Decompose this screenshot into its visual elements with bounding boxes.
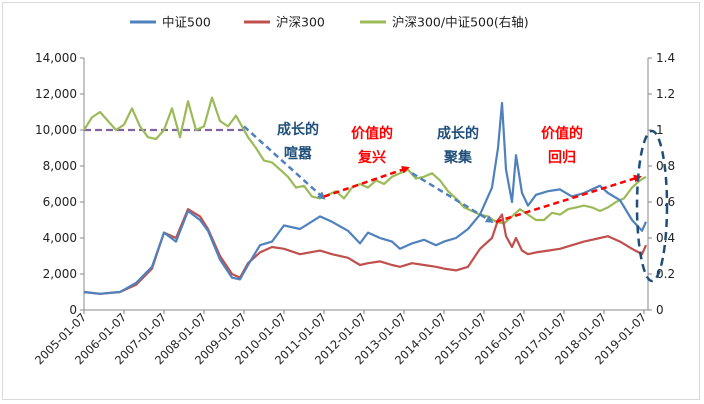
annotation-label-2-line2: 聚集 <box>443 149 473 166</box>
legend-label-1: 沪深300 <box>276 15 325 30</box>
annotation-label-1-line1: 价值的 <box>351 125 393 142</box>
series-line-2 <box>83 96 647 225</box>
series-layer <box>83 96 648 295</box>
y-tick-label-left: 8,000 <box>43 159 77 173</box>
y-tick-label-left: 4,000 <box>43 231 77 245</box>
trend-arrow-3 <box>495 174 642 223</box>
y-tick-label-left: 0 <box>69 303 77 317</box>
y-tick-label-right: 0 <box>656 303 664 317</box>
legend-label-2: 沪深300/中证500(右轴) <box>392 15 529 30</box>
axes: 0 2,000 4,000 6,000 8,000 10,000 12,000 14,000 0… <box>32 51 675 367</box>
y-tick-label-left: 2,000 <box>43 267 77 281</box>
trend-arrow-1 <box>323 165 410 198</box>
y-tick-label-left: 12,000 <box>35 87 77 101</box>
trend-arrow-0 <box>243 125 326 200</box>
annotation-label-0-line2: 喧嚣 <box>284 145 312 162</box>
legend-label-0: 中证500 <box>162 15 211 30</box>
annotation-label-3-line2: 回归 <box>548 149 576 166</box>
chart-frame <box>2 2 700 400</box>
y-tick-label-left: 6,000 <box>43 195 77 209</box>
series-line-1 <box>83 208 648 295</box>
y-tick-label-right: 1 <box>656 123 664 137</box>
annotation-label-0-line1: 成长的 <box>277 121 319 138</box>
annotation-label-3-line1: 价值的 <box>541 125 583 142</box>
annotation-label-2-line1: 成长的 <box>437 125 479 142</box>
annotation-label-1-line2: 复兴 <box>357 149 386 166</box>
y-tick-label-left: 14,000 <box>35 51 77 65</box>
y-tick-label-right: 1.4 <box>656 51 675 65</box>
series-line-0 <box>83 101 648 295</box>
y-tick-label-left: 10,000 <box>35 123 77 137</box>
y-tick-label-right: 0.2 <box>656 267 675 281</box>
trend-arrow-2 <box>411 172 494 223</box>
y-tick-label-right: 0.6 <box>656 195 675 209</box>
y-tick-label-right: 1.2 <box>656 87 675 101</box>
legend: 中证500 沪深300 沪深300/中证500(右轴) <box>130 15 529 30</box>
highlight-ellipse <box>635 129 669 283</box>
